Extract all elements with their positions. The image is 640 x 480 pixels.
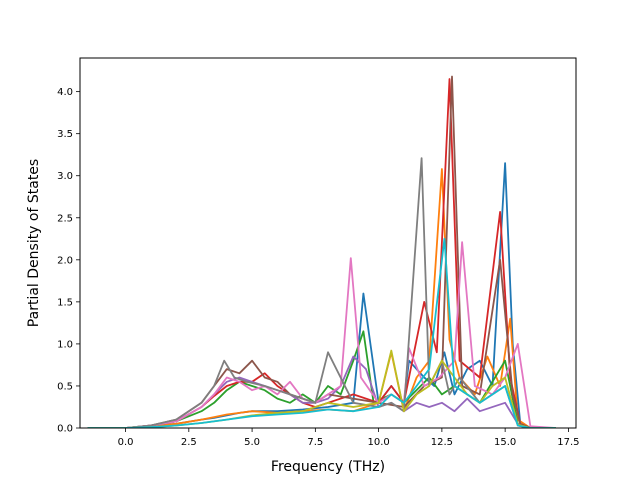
x-axis-label: Frequency (THz) [271,459,385,475]
pdos-series-line-7 [87,241,556,428]
y-axis-label: Partial Density of States [26,159,42,327]
x-tick-label: 5.0 [244,437,260,448]
x-tick-label: 7.5 [307,437,323,448]
x-axis: 0.0 2.5 5.0 7.5 10.0 12.5 15.0 17.5 [118,428,580,448]
x-tick-label: 0.0 [118,437,134,448]
x-tick-label: 2.5 [181,437,197,448]
x-tick-label: 10.0 [367,437,389,448]
y-tick-label: 0.5 [57,381,73,392]
pdos-series-line-10 [87,237,556,428]
x-tick-label: 15.0 [494,437,516,448]
y-tick-label: 0.0 [57,424,73,435]
y-tick-label: 2.5 [57,213,73,224]
x-tick-label: 12.5 [431,437,453,448]
y-tick-label: 1.5 [57,297,73,308]
y-tick-label: 4.0 [57,87,73,98]
y-axis: 0.0 0.5 1.0 1.5 2.0 2.5 3.0 3.5 4.0 [57,87,80,435]
series-layer [87,75,556,428]
y-tick-label: 3.5 [57,129,73,140]
plot-frame [79,57,577,429]
pdos-series-line-2 [87,168,556,428]
x-tick-label: 17.5 [557,437,579,448]
y-tick-label: 3.0 [57,171,73,182]
y-tick-label: 1.0 [57,339,73,350]
y-tick-label: 2.0 [57,255,73,266]
pdos-series-line-1 [87,162,556,428]
pdos-series-line-8 [87,157,556,428]
